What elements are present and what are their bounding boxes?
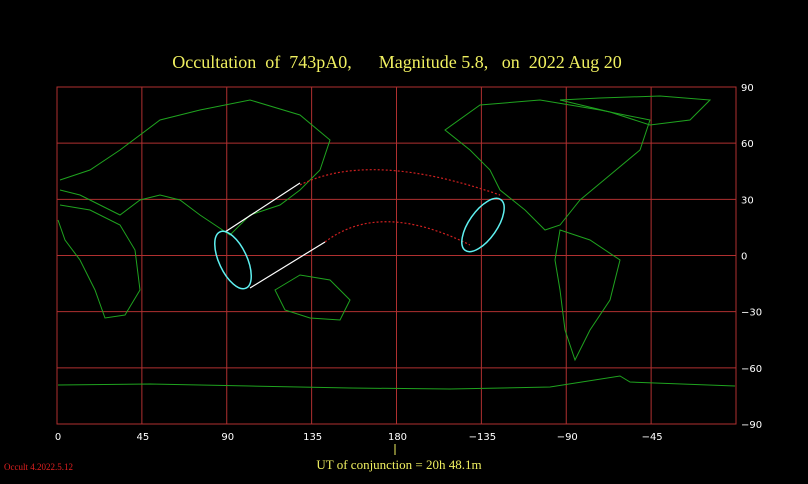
earth-limb-end [461, 197, 505, 253]
lon-label: −90 [557, 432, 578, 443]
coast-greenland [559, 95, 712, 126]
conjunction-time: UT of conjunction = 20h 48.1m [316, 457, 481, 472]
lon-label: −45 [642, 432, 663, 443]
lat-label: 90 [741, 83, 754, 94]
coast-africa [57, 204, 141, 319]
coast-north-america [444, 99, 651, 231]
occultation-path [214, 169, 505, 290]
coastlines [57, 95, 736, 390]
lat-label: −60 [741, 364, 762, 375]
graticule: 0 45 90 135 180 −135 −90 −45 90 60 30 0 −30 −60 −90 [55, 83, 762, 443]
lat-label: 60 [741, 139, 754, 150]
coast-south-america [554, 229, 621, 362]
path-south-limit [324, 221, 471, 246]
earth-limb-start [214, 230, 252, 290]
lon-label: 0 [55, 432, 61, 443]
lat-label: 0 [741, 252, 747, 263]
lon-label: −135 [469, 432, 496, 443]
path-edge-south [249, 241, 326, 289]
lon-label: 135 [303, 432, 322, 443]
path-north-limit [299, 169, 501, 196]
title: Occultation of 743pA0, Magnitude 5.8, on… [172, 52, 621, 72]
version-label: Occult 4.2022.5.12 [4, 462, 73, 472]
lon-label: 90 [221, 432, 234, 443]
coast-eurasia [59, 99, 331, 236]
path-edge-north [224, 182, 301, 233]
lat-label: −30 [741, 308, 762, 319]
lat-label: 30 [741, 195, 754, 206]
lon-label: 45 [137, 432, 150, 443]
coast-australia [274, 274, 351, 321]
lat-label: −90 [741, 420, 762, 431]
coast-antarctica [57, 375, 736, 390]
lon-label: 180 [388, 432, 407, 443]
